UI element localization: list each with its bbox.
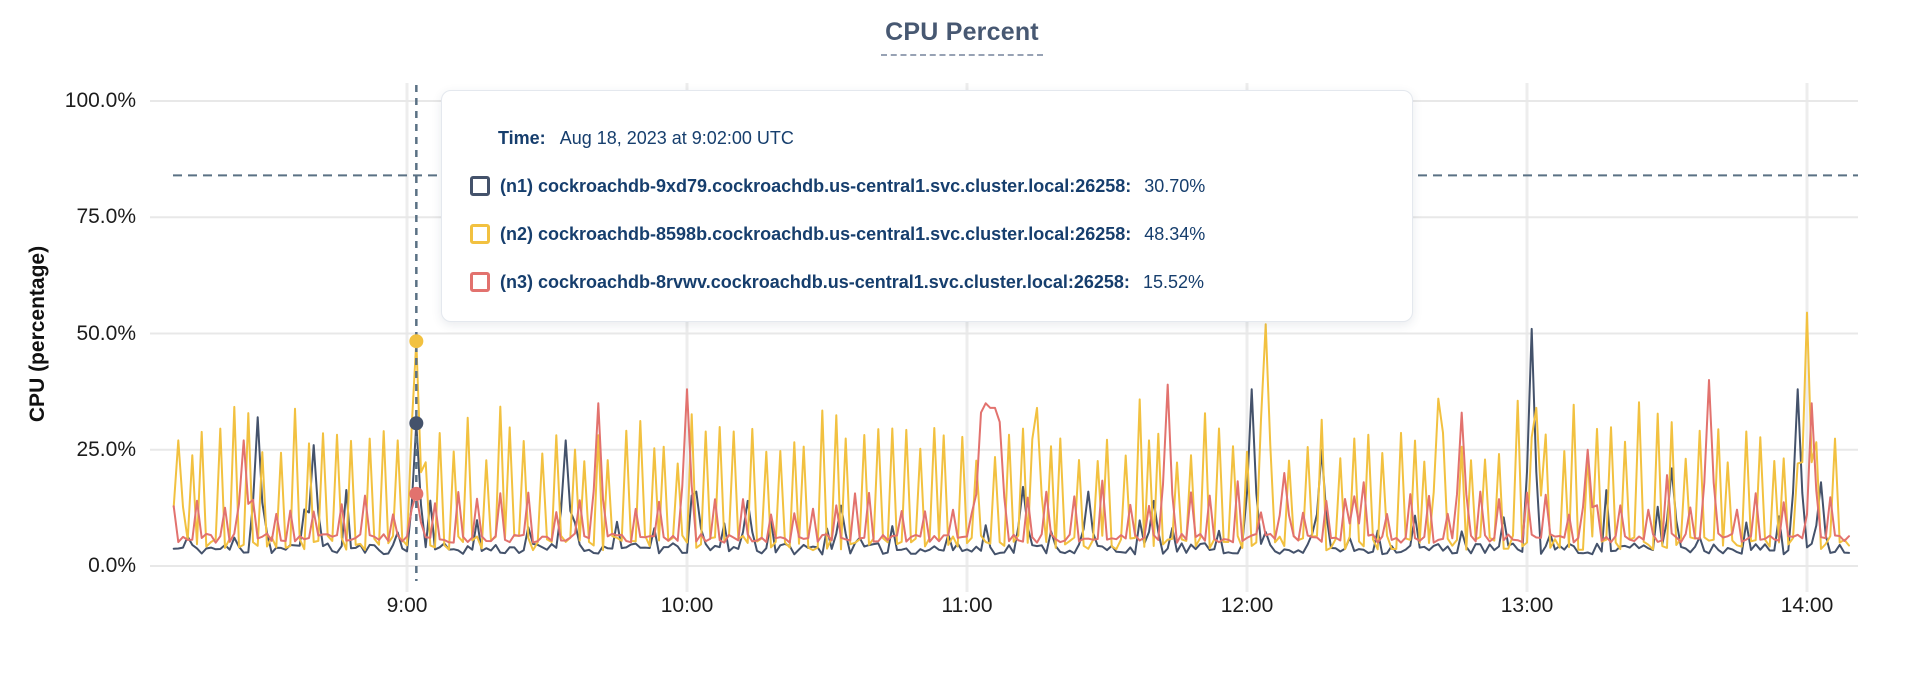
y-tick-label: 25.0% <box>76 437 136 461</box>
series-name: (n2) cockroachdb-8598b.cockroachdb.us-ce… <box>500 224 1132 244</box>
x-tick-label: 13:00 <box>1500 594 1554 617</box>
x-tick-label: 10:00 <box>660 594 714 617</box>
tooltip-time-value: Aug 18, 2023 at 9:02:00 UTC <box>559 128 794 148</box>
y-tick-label: 0.0% <box>88 554 136 577</box>
tooltip-legend-rows: (n1) cockroachdb-9xd79.cockroachdb.us-ce… <box>470 175 1382 293</box>
tooltip-legend-row-n1: (n1) cockroachdb-9xd79.cockroachdb.us-ce… <box>470 175 1382 197</box>
hover-point-n1 <box>409 416 424 431</box>
hover-point-n2 <box>409 334 424 349</box>
series-name: (n3) cockroachdb-8rvwv.cockroachdb.us-ce… <box>500 272 1130 292</box>
chart-hover-tooltip: Time: Aug 18, 2023 at 9:02:00 UTC (n1) co… <box>441 90 1413 322</box>
series-swatch-icon <box>470 224 490 244</box>
x-tick-label: 12:00 <box>1220 594 1274 617</box>
series-value: 48.34% <box>1144 224 1206 244</box>
series-swatch-icon <box>470 272 490 292</box>
y-tick-label: 50.0% <box>76 321 136 345</box>
series-value: 30.70% <box>1144 176 1206 196</box>
series-value: 15.52% <box>1142 272 1204 292</box>
tooltip-time-label: Time: <box>498 128 546 148</box>
series-name: (n1) cockroachdb-9xd79.cockroachdb.us-ce… <box>500 176 1132 196</box>
y-tick-label: 100.0% <box>64 89 136 112</box>
series-line-n3 <box>172 379 1850 544</box>
series-swatch-icon <box>470 176 490 196</box>
hover-point-n3 <box>409 486 424 501</box>
tooltip-time-row: Time: Aug 18, 2023 at 9:02:00 UTC <box>498 127 1382 149</box>
y-tick-label: 75.0% <box>76 205 136 229</box>
chart-title[interactable]: CPU Percent <box>881 18 1043 56</box>
tooltip-legend-row-n2: (n2) cockroachdb-8598b.cockroachdb.us-ce… <box>470 223 1382 245</box>
x-tick-label: 11:00 <box>941 594 993 617</box>
chart-title-wrap: CPU Percent <box>0 18 1924 56</box>
x-tick-label: 14:00 <box>1780 594 1834 617</box>
tooltip-legend-row-n3: (n3) cockroachdb-8rvwv.cockroachdb.us-ce… <box>470 271 1382 293</box>
x-tick-label: 9:00 <box>386 594 428 617</box>
